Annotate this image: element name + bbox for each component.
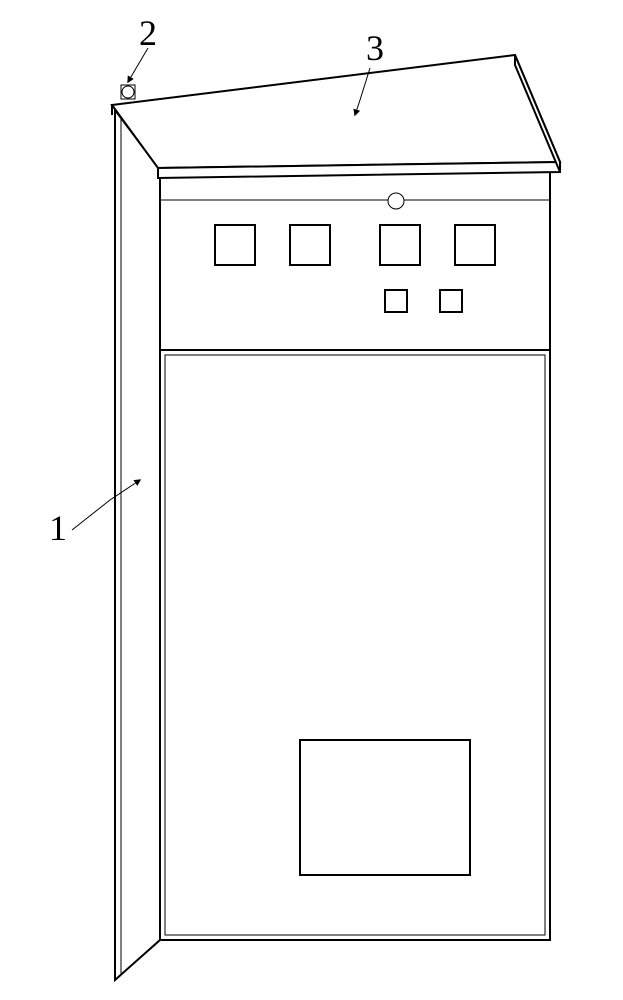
leader-1: [72, 480, 140, 530]
diagram-svg: 1 2 3: [0, 0, 623, 1000]
lower-door: [165, 355, 545, 935]
small-indicator-2: [440, 290, 462, 312]
meter-window-1: [215, 225, 255, 265]
meter-window-3: [380, 225, 420, 265]
meter-window-2: [290, 225, 330, 265]
cabinet-side: [115, 110, 160, 980]
hinge-pin: [122, 86, 134, 98]
lower-door-window: [300, 740, 470, 875]
meter-window-4: [455, 225, 495, 265]
small-indicator-1: [385, 290, 407, 312]
panel-lock: [388, 193, 404, 209]
cabinet-front: [160, 170, 550, 940]
callout-label-1: 1: [49, 508, 67, 548]
callout-label-2: 2: [139, 13, 157, 53]
leader-2: [128, 48, 148, 82]
lid-top: [112, 55, 560, 168]
callout-label-3: 3: [366, 28, 384, 68]
